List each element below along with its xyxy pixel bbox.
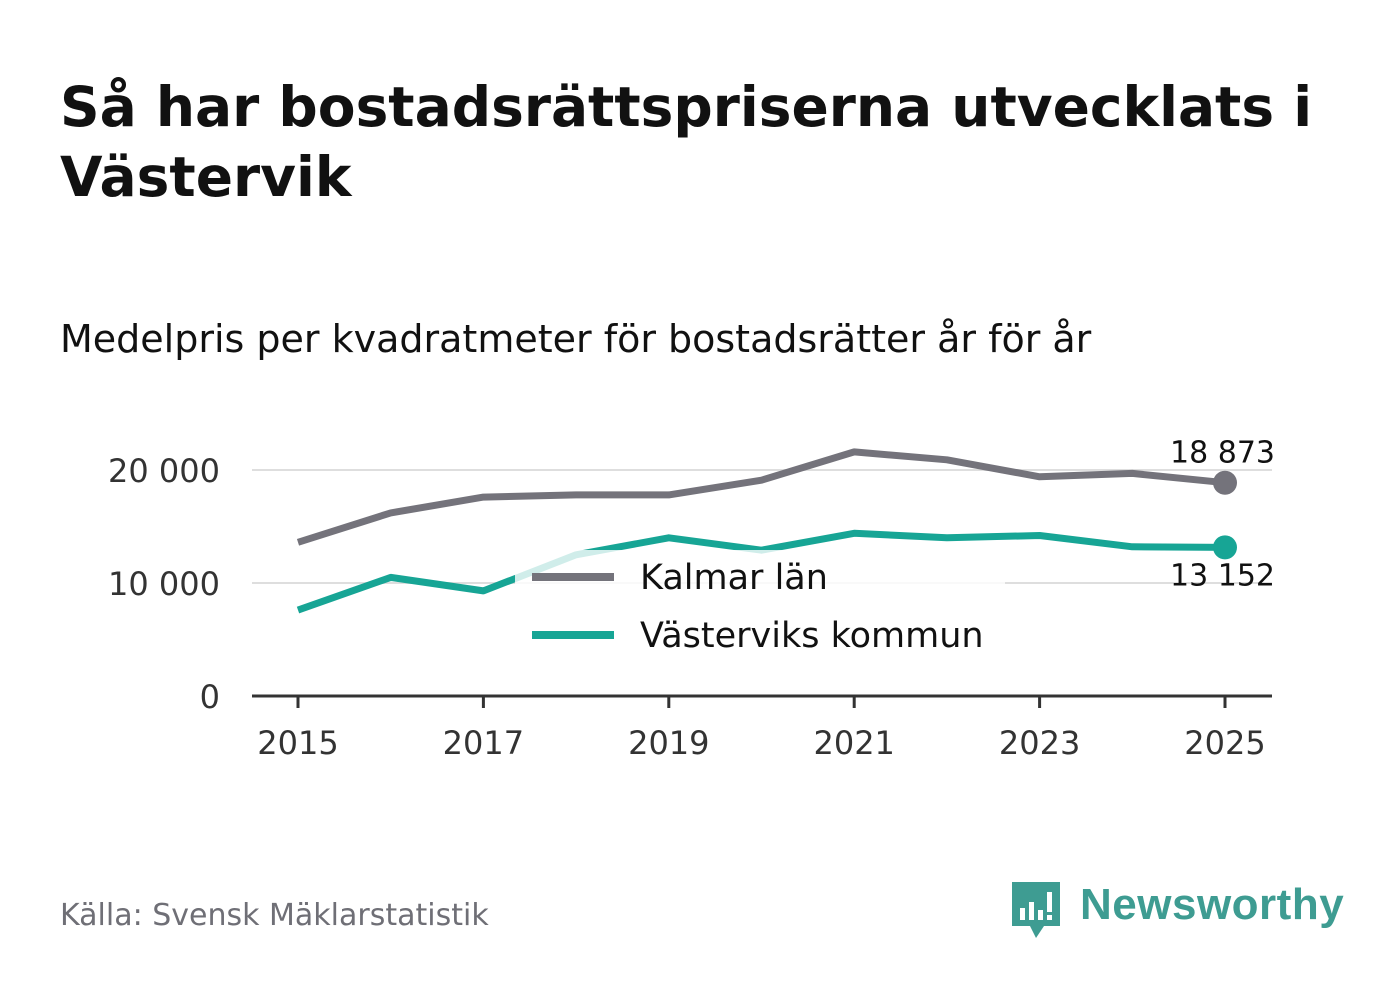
x-tick-label: 2023 [999, 724, 1080, 762]
brand-logo[interactable]: Newsworthy [1010, 878, 1344, 942]
y-tick-label: 20 000 [108, 452, 220, 490]
legend: Kalmar län Västerviks kommun [515, 550, 1005, 660]
chart-title: Så har bostadsrättspriserna utvecklats i… [60, 75, 1313, 209]
data-label: 18 873 [1170, 436, 1275, 471]
brand-name: Newsworthy [1080, 880, 1345, 929]
x-axis: 2015 2017 2019 2021 2023 2025 [252, 694, 1272, 762]
x-tick-label: 2015 [257, 724, 338, 762]
series-end-point [1213, 470, 1237, 495]
chart-subtitle: Medelpris per kvadratmeter för bostadsrä… [60, 317, 1092, 361]
legend-label: Västerviks kommun [640, 616, 984, 656]
series-line-0 [296, 448, 1226, 546]
line-chart: 0 10 000 20 000 Kalmar län Västerviks kommu… [108, 436, 1275, 762]
data-label: 13 152 [1170, 558, 1275, 593]
data-labels: 18 873 13 152 [1170, 436, 1275, 594]
legend-background [515, 550, 1005, 660]
newsworthy-logo-icon [1012, 882, 1060, 938]
x-tick-label: 2017 [443, 724, 524, 762]
series-end-point [1213, 535, 1237, 560]
source-note: Källa: Svensk Mäklarstatistik [60, 898, 489, 933]
legend-label: Kalmar län [640, 558, 828, 598]
y-tick-label: 10 000 [108, 565, 220, 603]
y-tick-label: 0 [200, 678, 220, 716]
x-tick-label: 2025 [1184, 724, 1265, 762]
x-tick-label: 2021 [813, 724, 894, 762]
x-tick-label: 2019 [628, 724, 709, 762]
